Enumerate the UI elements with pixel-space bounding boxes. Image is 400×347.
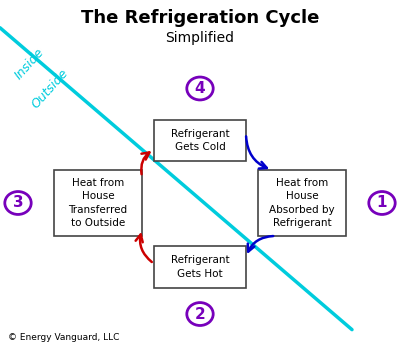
Text: Heat from
House
Absorbed by
Refrigerant: Heat from House Absorbed by Refrigerant bbox=[269, 178, 335, 228]
Text: Refrigerant
Gets Cold: Refrigerant Gets Cold bbox=[171, 129, 229, 152]
Text: Outside: Outside bbox=[29, 66, 71, 111]
Text: Simplified: Simplified bbox=[166, 31, 234, 45]
Text: 3: 3 bbox=[13, 195, 23, 211]
Text: The Refrigeration Cycle: The Refrigeration Cycle bbox=[81, 9, 319, 27]
Text: Refrigerant
Gets Hot: Refrigerant Gets Hot bbox=[171, 255, 229, 279]
Text: 1: 1 bbox=[377, 195, 387, 211]
FancyBboxPatch shape bbox=[154, 246, 246, 288]
Text: Inside: Inside bbox=[13, 46, 47, 82]
Text: 4: 4 bbox=[195, 81, 205, 96]
FancyBboxPatch shape bbox=[54, 170, 142, 236]
Circle shape bbox=[187, 77, 213, 100]
FancyBboxPatch shape bbox=[154, 120, 246, 161]
Text: Heat from
House
Transferred
to Outside: Heat from House Transferred to Outside bbox=[68, 178, 128, 228]
Circle shape bbox=[187, 303, 213, 325]
Text: 2: 2 bbox=[195, 306, 205, 322]
FancyBboxPatch shape bbox=[258, 170, 346, 236]
Circle shape bbox=[369, 192, 395, 214]
Circle shape bbox=[5, 192, 31, 214]
Text: © Energy Vanguard, LLC: © Energy Vanguard, LLC bbox=[8, 333, 119, 342]
